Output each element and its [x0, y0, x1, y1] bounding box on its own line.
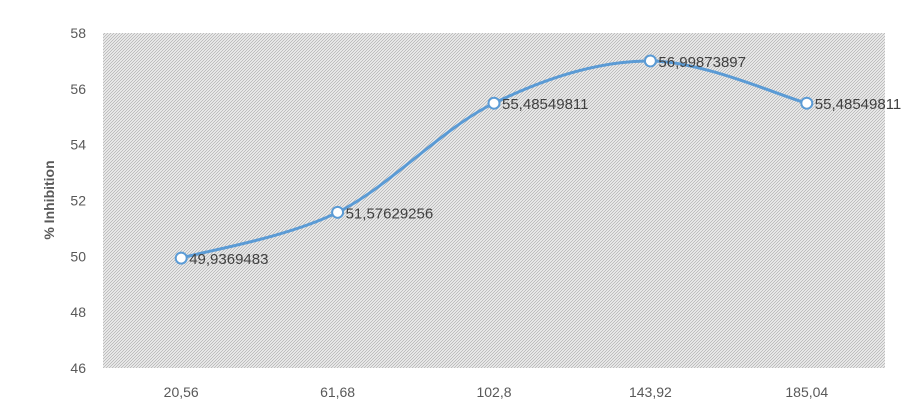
plot-area	[103, 33, 885, 368]
x-tick-label: 61,68	[320, 384, 355, 400]
y-tick-label: 54	[70, 137, 86, 153]
data-label: 55,48549811	[502, 96, 588, 113]
data-label: 56,99873897	[658, 54, 746, 71]
y-tick-label: 58	[70, 25, 86, 41]
data-label: 55,48549811	[815, 96, 901, 113]
y-axis-label: % Inhibition	[41, 160, 57, 239]
y-tick-label: 56	[70, 81, 86, 97]
y-tick-label: 46	[70, 360, 86, 376]
x-tick-label: 143,92	[629, 384, 672, 400]
x-tick-label: 20,56	[164, 384, 199, 400]
data-label: 51,57629256	[346, 205, 434, 222]
data-point	[643, 54, 657, 68]
data-point	[487, 96, 501, 110]
x-tick-label: 185,04	[785, 384, 828, 400]
data-point	[174, 251, 188, 265]
data-label: 49,9369483	[189, 251, 268, 268]
data-point	[331, 205, 345, 219]
data-point	[800, 96, 814, 110]
y-tick-label: 50	[70, 248, 86, 264]
y-tick-label: 48	[70, 304, 86, 320]
x-tick-label: 102,8	[476, 384, 511, 400]
y-tick-label: 52	[70, 193, 86, 209]
